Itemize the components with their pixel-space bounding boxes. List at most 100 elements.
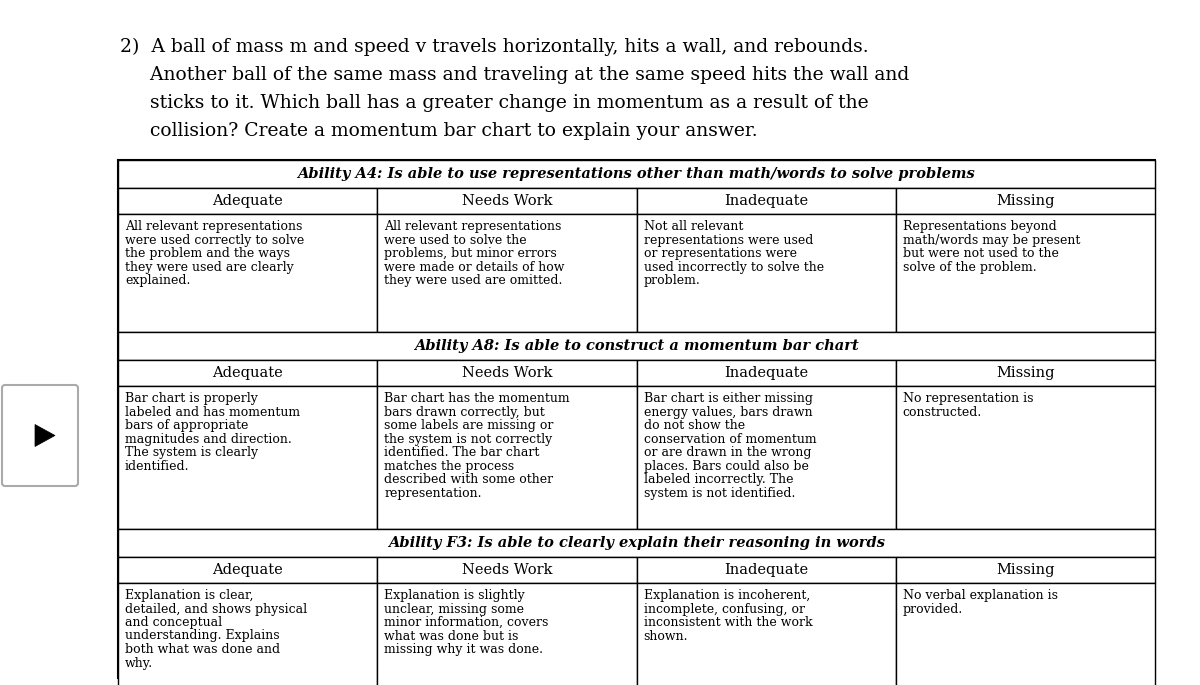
Bar bbox=[377, 360, 636, 386]
Text: some labels are missing or: some labels are missing or bbox=[384, 419, 553, 432]
Text: the problem and the ways: the problem and the ways bbox=[125, 247, 290, 260]
Bar bbox=[636, 214, 895, 332]
Text: bars drawn correctly, but: bars drawn correctly, but bbox=[384, 406, 545, 419]
Bar bbox=[895, 214, 1154, 332]
Text: Inadequate: Inadequate bbox=[724, 194, 808, 208]
Text: they were used are omitted.: they were used are omitted. bbox=[384, 274, 563, 287]
Bar bbox=[895, 557, 1154, 583]
Text: or representations were: or representations were bbox=[643, 247, 797, 260]
Text: Bar chart is properly: Bar chart is properly bbox=[125, 392, 258, 405]
Text: Bar chart has the momentum: Bar chart has the momentum bbox=[384, 392, 570, 405]
Text: used incorrectly to solve the: used incorrectly to solve the bbox=[643, 260, 823, 273]
Bar bbox=[118, 188, 377, 214]
Bar bbox=[118, 160, 1154, 678]
Text: 2)  A ball of mass m and speed v travels horizontally, hits a wall, and rebounds: 2) A ball of mass m and speed v travels … bbox=[120, 38, 869, 56]
Text: solve of the problem.: solve of the problem. bbox=[902, 260, 1037, 273]
Text: Explanation is incoherent,: Explanation is incoherent, bbox=[643, 589, 810, 602]
Text: Representations beyond: Representations beyond bbox=[902, 220, 1056, 233]
Bar bbox=[377, 557, 636, 583]
Text: collision? Create a momentum bar chart to explain your answer.: collision? Create a momentum bar chart t… bbox=[120, 122, 757, 140]
Text: why.: why. bbox=[125, 656, 154, 669]
Text: representations were used: representations were used bbox=[643, 234, 812, 247]
Text: representation.: representation. bbox=[384, 486, 481, 499]
Text: All relevant representations: All relevant representations bbox=[125, 220, 302, 233]
Bar bbox=[895, 188, 1154, 214]
Text: All relevant representations: All relevant representations bbox=[384, 220, 562, 233]
Bar bbox=[118, 583, 377, 685]
Text: identified.: identified. bbox=[125, 460, 190, 473]
Bar bbox=[636, 360, 895, 386]
Text: identified. The bar chart: identified. The bar chart bbox=[384, 446, 540, 459]
Text: Adequate: Adequate bbox=[212, 366, 283, 380]
Bar bbox=[636, 386, 895, 529]
Text: both what was done and: both what was done and bbox=[125, 643, 280, 656]
Text: Needs Work: Needs Work bbox=[462, 194, 552, 208]
Bar bbox=[118, 160, 1154, 188]
Text: Ability A8: Is able to construct a momentum bar chart: Ability A8: Is able to construct a momen… bbox=[414, 339, 859, 353]
Bar bbox=[377, 386, 636, 529]
Text: provided.: provided. bbox=[902, 603, 964, 616]
Text: labeled and has momentum: labeled and has momentum bbox=[125, 406, 300, 419]
Text: but were not used to the: but were not used to the bbox=[902, 247, 1058, 260]
Bar bbox=[118, 360, 377, 386]
Text: inconsistent with the work: inconsistent with the work bbox=[643, 616, 812, 629]
Text: were made or details of how: were made or details of how bbox=[384, 260, 565, 273]
Text: math/words may be present: math/words may be present bbox=[902, 234, 1080, 247]
Bar bbox=[118, 529, 1154, 557]
Bar bbox=[895, 386, 1154, 529]
Text: system is not identified.: system is not identified. bbox=[643, 486, 794, 499]
Text: magnitudes and direction.: magnitudes and direction. bbox=[125, 432, 292, 445]
Bar bbox=[377, 188, 636, 214]
Text: detailed, and shows physical: detailed, and shows physical bbox=[125, 603, 307, 616]
Bar bbox=[636, 188, 895, 214]
Text: Explanation is clear,: Explanation is clear, bbox=[125, 589, 253, 602]
Bar bbox=[118, 332, 1154, 360]
Text: Inadequate: Inadequate bbox=[724, 563, 808, 577]
Text: described with some other: described with some other bbox=[384, 473, 553, 486]
Text: labeled incorrectly. The: labeled incorrectly. The bbox=[643, 473, 793, 486]
Bar bbox=[118, 386, 377, 529]
Bar bbox=[895, 360, 1154, 386]
Text: incomplete, confusing, or: incomplete, confusing, or bbox=[643, 603, 804, 616]
Text: No representation is: No representation is bbox=[902, 392, 1033, 405]
Text: The system is clearly: The system is clearly bbox=[125, 446, 258, 459]
Text: No verbal explanation is: No verbal explanation is bbox=[902, 589, 1057, 602]
Text: or are drawn in the wrong: or are drawn in the wrong bbox=[643, 446, 811, 459]
Text: the system is not correctly: the system is not correctly bbox=[384, 432, 552, 445]
Text: problems, but minor errors: problems, but minor errors bbox=[384, 247, 557, 260]
Text: Needs Work: Needs Work bbox=[462, 563, 552, 577]
Bar bbox=[118, 557, 377, 583]
Text: they were used are clearly: they were used are clearly bbox=[125, 260, 294, 273]
Bar bbox=[377, 583, 636, 685]
Text: missing why it was done.: missing why it was done. bbox=[384, 643, 544, 656]
Text: do not show the: do not show the bbox=[643, 419, 745, 432]
Bar bbox=[895, 583, 1154, 685]
Text: Ability A4: Is able to use representations other than math/words to solve proble: Ability A4: Is able to use representatio… bbox=[298, 167, 976, 181]
Text: Missing: Missing bbox=[996, 563, 1055, 577]
Text: Explanation is slightly: Explanation is slightly bbox=[384, 589, 526, 602]
Bar bbox=[636, 557, 895, 583]
Text: unclear, missing some: unclear, missing some bbox=[384, 603, 524, 616]
Text: shown.: shown. bbox=[643, 630, 688, 643]
Text: Adequate: Adequate bbox=[212, 563, 283, 577]
Bar bbox=[636, 583, 895, 685]
Polygon shape bbox=[35, 425, 55, 447]
Text: minor information, covers: minor information, covers bbox=[384, 616, 548, 629]
Text: problem.: problem. bbox=[643, 274, 701, 287]
Text: Bar chart is either missing: Bar chart is either missing bbox=[643, 392, 812, 405]
Text: sticks to it. Which ball has a greater change in momentum as a result of the: sticks to it. Which ball has a greater c… bbox=[120, 94, 869, 112]
Text: Adequate: Adequate bbox=[212, 194, 283, 208]
Text: Inadequate: Inadequate bbox=[724, 366, 808, 380]
Text: what was done but is: what was done but is bbox=[384, 630, 518, 643]
Text: Needs Work: Needs Work bbox=[462, 366, 552, 380]
Bar bbox=[118, 214, 377, 332]
Text: constructed.: constructed. bbox=[902, 406, 982, 419]
Text: Another ball of the same mass and traveling at the same speed hits the wall and: Another ball of the same mass and travel… bbox=[120, 66, 910, 84]
Text: places. Bars could also be: places. Bars could also be bbox=[643, 460, 809, 473]
Text: explained.: explained. bbox=[125, 274, 191, 287]
Text: energy values, bars drawn: energy values, bars drawn bbox=[643, 406, 812, 419]
Bar bbox=[377, 214, 636, 332]
Text: bars of appropriate: bars of appropriate bbox=[125, 419, 248, 432]
Text: were used to solve the: were used to solve the bbox=[384, 234, 527, 247]
Text: matches the process: matches the process bbox=[384, 460, 515, 473]
